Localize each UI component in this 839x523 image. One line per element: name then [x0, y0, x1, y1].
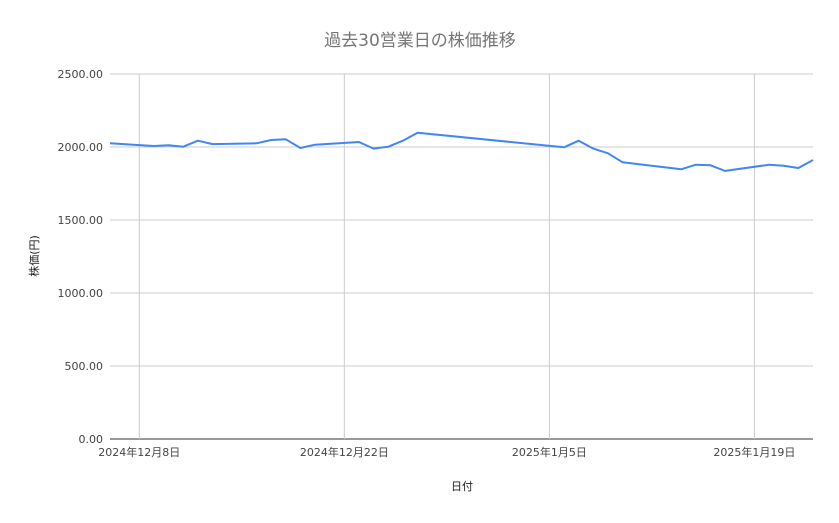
y-tick-label: 1500.00: [58, 214, 104, 227]
x-tick-label: 2024年12月8日: [98, 445, 180, 459]
x-tick-label: 2025年1月5日: [512, 445, 587, 459]
x-tick-label: 2024年12月22日: [300, 445, 389, 459]
y-tick-label: 500.00: [65, 360, 104, 373]
y-tick-label: 2500.00: [58, 68, 104, 81]
y-axis-label: 株価(円): [27, 235, 41, 277]
x-axis-label: 日付: [451, 480, 473, 493]
y-tick-label: 0.00: [79, 433, 104, 446]
price-line: [109, 131, 814, 172]
x-tick-label: 2025年1月19日: [713, 445, 795, 459]
y-tick-label: 2000.00: [58, 141, 104, 154]
chart-title: 過去30営業日の株価推移: [324, 31, 516, 51]
y-tick-label: 1000.00: [58, 287, 104, 300]
